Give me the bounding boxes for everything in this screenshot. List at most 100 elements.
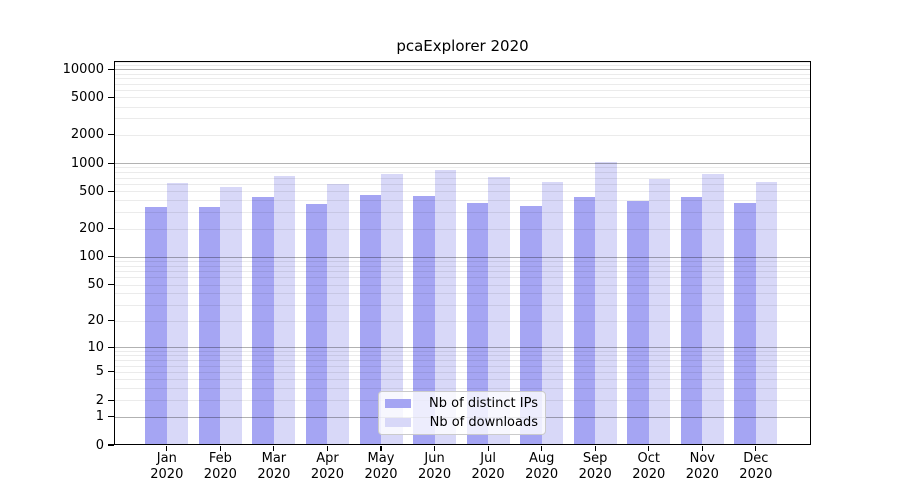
x-tick-month: Jul	[480, 451, 496, 466]
x-tick	[594, 446, 596, 451]
legend: Nb of distinct IPs Nb of downloads	[378, 391, 546, 435]
x-tick-month: Jun	[424, 451, 445, 466]
x-tick	[273, 446, 275, 451]
y-tick	[108, 416, 114, 418]
x-tick	[326, 446, 329, 451]
x-tick-year: 2020	[310, 467, 344, 482]
y-tick-label: 2000	[70, 127, 104, 143]
bar-downloads-jun	[434, 169, 457, 445]
bar-distinct-ips-oct	[627, 200, 649, 445]
x-tick	[380, 446, 382, 451]
y-tick-label: 1	[95, 409, 104, 425]
x-tick-label: Nov 2020	[670, 451, 734, 483]
y-tick	[108, 190, 114, 192]
x-tick	[219, 446, 221, 451]
y-tick	[108, 346, 114, 348]
legend-item: Nb of downloads	[385, 414, 538, 431]
x-tick	[433, 446, 436, 451]
gridline-minor	[114, 61, 811, 63]
x-tick	[166, 446, 168, 451]
legend-item: Nb of distinct IPs	[385, 395, 538, 412]
y-tick	[108, 256, 114, 258]
bar-distinct-ips-mar	[252, 197, 274, 445]
gridline-minor	[114, 90, 811, 92]
bar-distinct-ips-nov	[680, 196, 703, 445]
bar-distinct-ips-aug	[520, 205, 542, 445]
x-tick	[755, 446, 757, 451]
y-tick	[108, 283, 114, 286]
x-tick-label: Jul 2020	[456, 451, 520, 483]
x-tick-label: Aug 2020	[510, 451, 574, 483]
y-tick	[108, 444, 114, 446]
x-tick-year: 2020	[685, 467, 719, 482]
x-tick-month: Sep	[582, 451, 608, 466]
bar-downloads-dec	[755, 181, 778, 445]
gridline-minor	[114, 172, 811, 174]
legend-swatch	[385, 399, 411, 408]
gridline-minor	[114, 118, 811, 120]
y-tick	[108, 371, 114, 373]
x-tick-year: 2020	[364, 467, 398, 482]
bar-distinct-ips-may	[359, 194, 381, 445]
x-tick-label: Dec 2020	[724, 451, 788, 483]
bar-distinct-ips-dec	[734, 202, 756, 445]
bar-distinct-ips-jul	[466, 202, 489, 445]
y-tick-label: 50	[87, 277, 104, 293]
y-tick	[108, 228, 114, 230]
y-tick-label: 2	[95, 392, 104, 408]
bar-downloads-apr	[327, 184, 349, 445]
legend-swatch	[385, 418, 411, 427]
y-tick-label: 100	[79, 249, 104, 265]
x-tick-year: 2020	[203, 467, 237, 482]
y-tick	[108, 399, 114, 401]
x-tick-label: May 2020	[349, 451, 413, 483]
gridline-minor	[114, 97, 811, 99]
bar-downloads-nov	[702, 174, 724, 445]
y-tick	[108, 320, 114, 322]
y-tick-label: 500	[79, 183, 104, 199]
gridline-minor	[114, 167, 811, 169]
x-tick-year: 2020	[257, 467, 291, 482]
y-tick	[108, 134, 114, 136]
bar-distinct-ips-jan	[145, 207, 167, 445]
bar-distinct-ips-jun	[413, 195, 435, 445]
x-tick-label: Apr 2020	[295, 451, 359, 483]
x-tick-year: 2020	[739, 467, 773, 482]
x-tick-year: 2020	[471, 467, 505, 482]
gridline-minor	[114, 65, 811, 67]
x-tick-label: Jan 2020	[135, 451, 199, 483]
x-tick-month: Aug	[528, 451, 555, 466]
x-tick	[648, 446, 650, 451]
x-tick-label: Sep 2020	[563, 451, 627, 483]
x-tick-month: Apr	[316, 451, 339, 466]
x-tick-month: May	[367, 451, 395, 466]
legend-label: Nb of downloads	[429, 415, 538, 430]
bar-downloads-oct	[648, 178, 671, 445]
y-tick-label: 5	[95, 364, 104, 380]
legend-label: Nb of distinct IPs	[429, 396, 538, 411]
y-tick-label: 200	[79, 221, 104, 237]
bar-downloads-aug	[541, 181, 564, 445]
x-tick-label: Mar 2020	[242, 451, 306, 483]
x-tick-year: 2020	[525, 467, 559, 482]
gridline-minor	[114, 134, 811, 136]
y-tick-label: 1000	[70, 155, 104, 171]
y-tick-label: 5000	[70, 89, 104, 105]
gridline-minor	[114, 78, 811, 80]
gridline-minor	[114, 106, 811, 108]
gridline-minor	[114, 73, 811, 75]
x-tick-month: Mar	[261, 451, 287, 466]
y-tick-label: 10000	[62, 61, 104, 77]
bar-downloads-may	[381, 173, 403, 445]
y-tick-label: 20	[87, 313, 104, 329]
x-tick	[541, 446, 543, 451]
x-tick-label: Feb 2020	[188, 451, 252, 483]
y-tick	[108, 162, 114, 164]
bar-downloads-sep	[595, 162, 617, 445]
x-tick-year: 2020	[578, 467, 612, 482]
bar-downloads-jan	[166, 182, 189, 445]
gridline-minor	[114, 83, 811, 85]
y-tick-label: 10	[87, 339, 104, 355]
plot-area: Nb of distinct IPs Nb of downloads	[114, 61, 811, 445]
